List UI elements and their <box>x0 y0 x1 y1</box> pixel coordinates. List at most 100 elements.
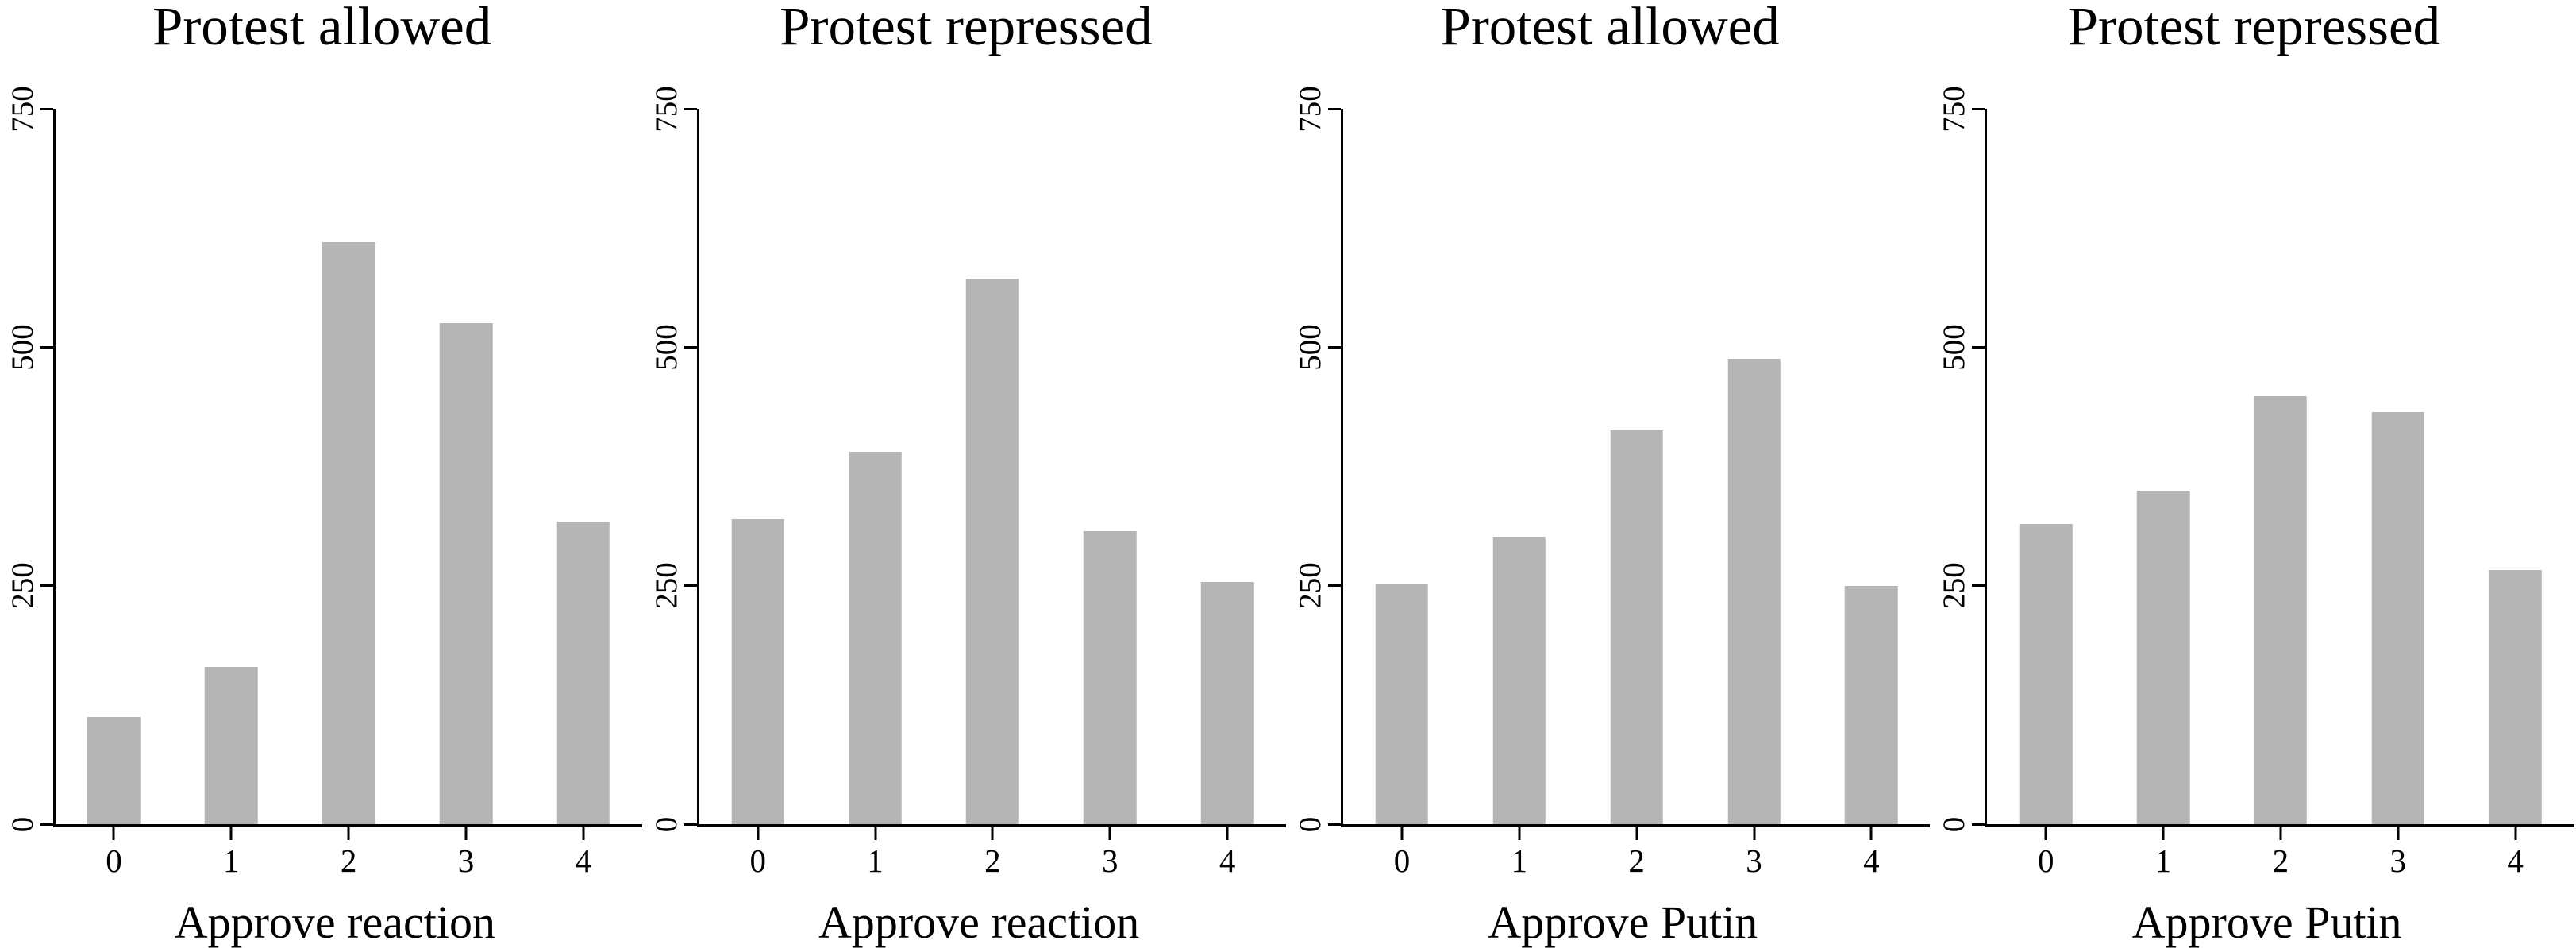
x-axis-tick <box>1753 827 1756 840</box>
histogram-bar <box>1727 358 1781 824</box>
x-axis-tick <box>1226 827 1229 840</box>
x-axis-tick-label: 4 <box>1219 842 1236 879</box>
x-axis-tick <box>582 827 585 840</box>
histogram-bar <box>966 278 1019 824</box>
y-axis-tick-label: 0 <box>1937 816 1972 832</box>
x-axis-tick <box>2514 827 2517 840</box>
y-axis-tick-label: 0 <box>1293 816 1328 832</box>
histogram-bar <box>2136 490 2190 824</box>
x-axis-tick-label: 3 <box>1746 842 1762 879</box>
x-axis-tick <box>2044 827 2047 840</box>
y-axis-tick <box>683 345 697 349</box>
y-axis-tick-label: 250 <box>1293 562 1328 609</box>
y-axis-tick-label: 500 <box>1293 324 1328 371</box>
x-axis-tick-label: 2 <box>1628 842 1645 879</box>
chart-panel-repressed-reaction: Protest repressed 0 250 500 750 0 1 2 3 4 Approv… <box>644 0 1288 946</box>
x-axis-tick <box>2279 827 2282 840</box>
y-axis-tick <box>683 107 697 110</box>
y-axis-tick <box>40 345 53 349</box>
histogram-bar <box>1200 581 1254 824</box>
histogram-bar <box>2371 412 2425 824</box>
y-axis-tick-label: 750 <box>649 85 683 133</box>
y-axis-tick-label: 250 <box>1937 562 1972 609</box>
y-axis-tick <box>1972 345 1985 349</box>
histogram-bar <box>87 717 141 824</box>
x-axis-tick <box>464 827 468 840</box>
histogram-bar <box>2254 395 2308 824</box>
plot-area: 0 250 500 750 0 1 2 3 4 <box>1937 86 2574 877</box>
histogram-bar <box>1375 584 1429 824</box>
y-axis-tick <box>683 584 697 588</box>
x-axis-tick-label: 1 <box>2154 842 2172 879</box>
histogram-bar <box>2019 523 2073 824</box>
plot-area: 0 250 500 750 0 1 2 3 4 <box>649 86 1287 877</box>
x-axis-tick-label: 4 <box>1863 842 1880 879</box>
histogram-bar <box>556 522 610 824</box>
x-axis-tick-label: 2 <box>340 842 357 879</box>
histogram-bar <box>1492 537 1546 824</box>
panel-title: Protest allowed <box>152 0 492 56</box>
chart-panel-allowed-reaction: Protest allowed 0 250 500 750 0 1 2 3 4 Approve … <box>0 0 644 946</box>
panel-title: Protest repressed <box>780 0 1153 56</box>
x-axis-tick <box>1869 827 1873 840</box>
y-axis-tick <box>40 107 53 110</box>
y-axis-tick <box>1328 584 1342 588</box>
y-axis-tick <box>1972 107 1985 110</box>
panel-title: Protest allowed <box>1440 0 1780 56</box>
x-axis-tick <box>874 827 877 840</box>
x-axis-tick <box>112 827 115 840</box>
y-axis-tick <box>40 584 53 588</box>
x-axis-tick-label: 1 <box>1511 842 1528 879</box>
x-axis-tick-label: 0 <box>106 842 122 879</box>
y-axis-tick-label: 0 <box>649 816 683 832</box>
histogram-bar <box>322 242 375 824</box>
histogram-bar <box>1084 531 1137 824</box>
y-axis-tick <box>1328 345 1342 349</box>
y-axis-tick-label: 750 <box>5 85 40 133</box>
x-axis-tick-label: 3 <box>1102 842 1119 879</box>
x-axis-tick-label: 0 <box>2037 842 2054 879</box>
x-axis-tick-label: 1 <box>867 842 884 879</box>
x-axis-tick-label: 2 <box>2272 842 2289 879</box>
y-axis-tick <box>1972 584 1985 588</box>
x-axis-tick-label: 1 <box>223 842 240 879</box>
y-axis-tick <box>1972 823 1985 826</box>
plot-area: 0 250 500 750 0 1 2 3 4 <box>6 86 642 877</box>
histogram-bar <box>439 323 493 824</box>
x-axis-tick <box>347 827 350 840</box>
x-axis-tick <box>229 827 233 840</box>
histogram-bar <box>205 666 258 824</box>
x-axis-tick <box>991 827 994 840</box>
x-axis-tick <box>2162 827 2165 840</box>
histogram-bar <box>849 452 902 824</box>
y-axis-tick-label: 750 <box>1937 85 1972 133</box>
x-axis-tick <box>1635 827 1638 840</box>
histogram-bar <box>2489 570 2542 824</box>
x-axis-tick <box>2397 827 2400 840</box>
y-axis-tick-label: 0 <box>5 816 40 832</box>
x-axis-title: Approve reaction <box>818 896 1140 948</box>
y-axis-tick-label: 250 <box>649 562 683 609</box>
x-axis-tick-label: 3 <box>2389 842 2407 879</box>
y-axis-tick-label: 500 <box>1937 324 1972 371</box>
y-axis-tick-label: 250 <box>5 562 40 609</box>
panel-title: Protest repressed <box>2067 0 2441 56</box>
x-axis-title: Approve Putin <box>2131 896 2402 948</box>
y-axis-tick <box>1328 823 1342 826</box>
y-axis-tick-label: 750 <box>1293 85 1328 133</box>
x-axis-tick-label: 4 <box>2507 842 2524 879</box>
histogram-bar <box>1845 585 1898 824</box>
histogram-bar <box>1610 430 1663 824</box>
y-axis-tick-label: 500 <box>5 324 40 371</box>
y-axis-tick <box>40 823 53 826</box>
x-axis-tick-label: 2 <box>984 842 1001 879</box>
chart-panel-allowed-putin: Protest allowed 0 250 500 750 0 1 2 3 4 Approve … <box>1288 0 1932 946</box>
x-axis-tick <box>1108 827 1111 840</box>
plot-area: 0 250 500 750 0 1 2 3 4 <box>1293 86 1931 877</box>
y-axis-tick-label: 500 <box>649 324 683 371</box>
x-axis-tick-label: 0 <box>1393 842 1411 879</box>
histogram-bar <box>731 518 784 824</box>
x-axis-tick-label: 0 <box>749 842 766 879</box>
x-axis-tick-label: 3 <box>457 842 475 879</box>
